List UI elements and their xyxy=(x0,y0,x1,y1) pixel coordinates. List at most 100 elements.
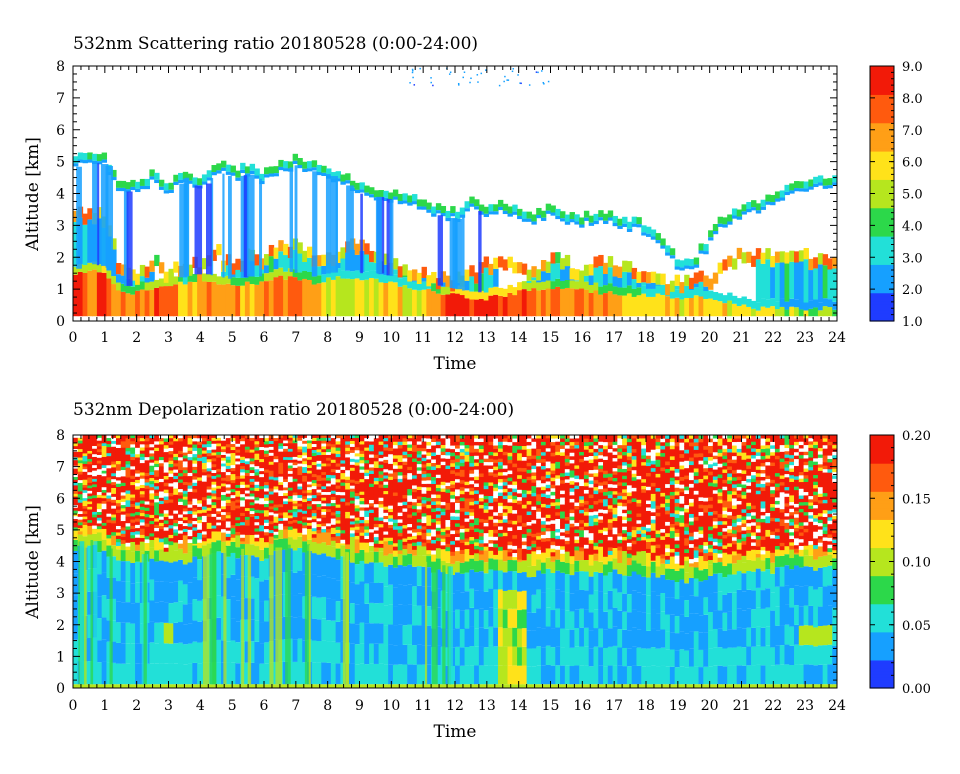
noise-cell xyxy=(207,505,212,509)
noise-cell xyxy=(254,469,259,473)
cloud-base-cell xyxy=(393,258,398,269)
noise-cell xyxy=(360,536,365,540)
boundary-cell xyxy=(197,622,202,643)
boundary-cell xyxy=(169,623,174,643)
noise-cell xyxy=(422,461,427,465)
noise-cell xyxy=(264,498,269,502)
noise-cell xyxy=(245,447,250,450)
noise-cell xyxy=(321,483,326,486)
noise-cell xyxy=(254,479,259,483)
noise-cell xyxy=(445,493,450,497)
cloud-top-edge xyxy=(512,212,517,215)
ground-cell xyxy=(254,684,259,688)
layer-cell xyxy=(665,296,670,316)
noise-cell xyxy=(398,526,403,530)
boundary-cell xyxy=(235,558,240,579)
boundary-cell xyxy=(226,578,231,599)
noise-cell xyxy=(135,528,140,532)
noise-cell xyxy=(145,479,150,483)
layer-edge-cell xyxy=(465,290,470,298)
noise-cell xyxy=(369,474,374,478)
noise-cell xyxy=(259,474,264,478)
cloud-top-cell xyxy=(164,183,169,190)
noise-cell xyxy=(379,475,384,479)
noise-cell xyxy=(169,519,174,523)
noise-cell xyxy=(111,494,116,497)
boundary-cell xyxy=(192,620,197,641)
noise-cell xyxy=(412,452,417,456)
boundary-cell xyxy=(126,623,131,644)
noise-cell xyxy=(326,435,331,438)
noise-cell xyxy=(254,497,259,501)
boundary-cell xyxy=(321,597,326,619)
noise-cell xyxy=(240,435,245,439)
layer-cell xyxy=(469,300,474,317)
noise-cell xyxy=(211,470,216,473)
cloud-base-cell xyxy=(283,244,288,255)
noise-cell xyxy=(441,472,446,476)
noise-cell xyxy=(331,491,336,495)
noise-cell xyxy=(398,499,403,503)
noise-cell xyxy=(297,444,302,447)
noise-cell xyxy=(135,448,140,452)
boundary-cell xyxy=(183,564,188,584)
boundary-cell xyxy=(178,560,183,581)
noise-cell xyxy=(97,464,102,467)
noise-cell xyxy=(159,498,164,502)
noise-cell xyxy=(345,534,350,538)
noise-cell xyxy=(364,476,369,480)
noise-cell xyxy=(202,507,207,511)
noise-cell xyxy=(116,536,121,540)
boundary-cell xyxy=(326,556,331,577)
boundary-cell xyxy=(149,663,154,684)
cloud-top-edge xyxy=(517,216,522,219)
noise-cell xyxy=(374,475,379,479)
boundary-cell xyxy=(231,640,236,662)
noise-cell xyxy=(317,461,322,464)
cloud-top-cell xyxy=(317,165,322,172)
layer-edge-cell xyxy=(402,277,407,285)
noise-cell xyxy=(383,444,388,448)
cloud-base-cell xyxy=(789,251,794,262)
noise-cell xyxy=(121,531,126,535)
noise-cell xyxy=(412,479,417,483)
cloud-top-cell xyxy=(770,195,775,202)
layer-edge-cell xyxy=(732,296,737,304)
noise-cell xyxy=(402,468,407,472)
noise-cell xyxy=(250,476,255,479)
noise-cell xyxy=(192,492,197,496)
noise-cell xyxy=(374,445,379,449)
noise-cell xyxy=(250,496,255,499)
noise-cell xyxy=(355,527,360,531)
noise-cell xyxy=(431,509,436,513)
ground-cell xyxy=(431,684,436,688)
boundary-cell xyxy=(197,643,202,664)
noise-cell xyxy=(340,508,345,512)
noise-cell xyxy=(164,456,169,460)
noise-cell xyxy=(441,448,446,452)
boundary-cell xyxy=(369,664,374,684)
noise-cell xyxy=(364,448,369,452)
layer-cell xyxy=(274,277,279,316)
noise-cell xyxy=(197,526,202,530)
noise-cell xyxy=(321,446,326,449)
noise-cell xyxy=(140,519,145,523)
noise-cell xyxy=(321,481,326,484)
noise-cell xyxy=(360,467,365,471)
noise-cell xyxy=(183,473,188,476)
cloud-top-edge xyxy=(121,188,126,191)
cloud-top-cell xyxy=(441,206,446,213)
noise-cell xyxy=(164,449,169,453)
noise-cell xyxy=(269,512,274,515)
speckle xyxy=(537,72,539,74)
noise-cell xyxy=(192,448,197,452)
boundary-cell xyxy=(402,645,407,665)
boundary-cell xyxy=(226,663,231,684)
noise-cell xyxy=(269,494,274,497)
boundary-cell xyxy=(97,574,102,596)
noise-cell xyxy=(259,486,264,490)
noise-cell xyxy=(245,453,250,456)
cloud-base-cell xyxy=(770,256,775,267)
noise-cell xyxy=(317,530,322,533)
layer-cell xyxy=(126,293,131,316)
